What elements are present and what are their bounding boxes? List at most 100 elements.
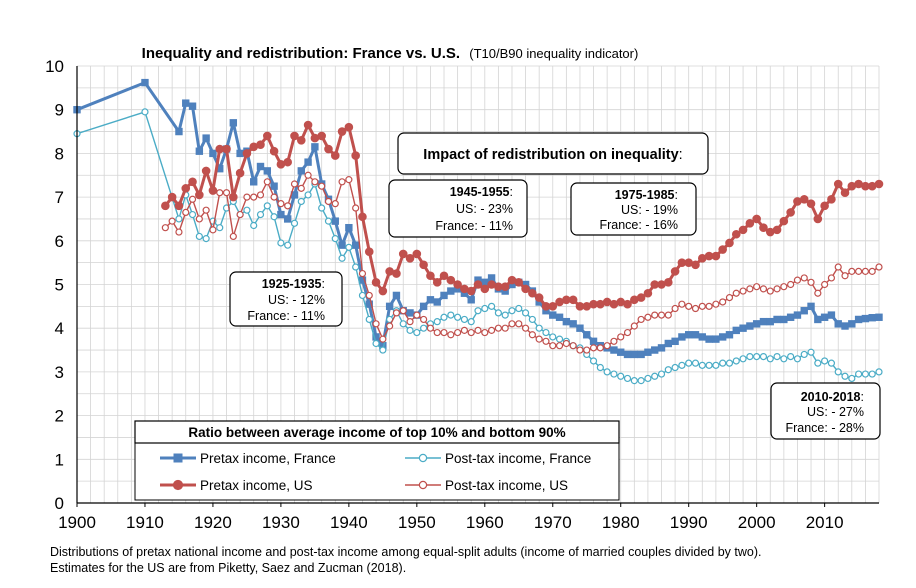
data-point bbox=[705, 302, 713, 310]
data-point bbox=[671, 337, 679, 346]
y-tick-label: 6 bbox=[55, 232, 64, 251]
data-point bbox=[712, 361, 720, 369]
data-point bbox=[799, 194, 809, 204]
data-point bbox=[379, 346, 387, 354]
data-point bbox=[318, 204, 326, 212]
data-point bbox=[398, 249, 408, 259]
data-point bbox=[175, 215, 183, 223]
x-tick-label: 1920 bbox=[194, 513, 232, 532]
data-point bbox=[344, 122, 354, 132]
data-point bbox=[263, 178, 271, 186]
data-point bbox=[141, 78, 149, 87]
data-point bbox=[521, 284, 530, 294]
data-point bbox=[297, 197, 305, 206]
data-point bbox=[569, 320, 577, 328]
data-point bbox=[412, 249, 422, 259]
data-point bbox=[229, 192, 238, 202]
data-point bbox=[364, 247, 374, 257]
data-point bbox=[868, 314, 876, 322]
data-point bbox=[263, 131, 272, 141]
data-point bbox=[216, 189, 224, 197]
data-point bbox=[807, 348, 815, 356]
data-point bbox=[752, 214, 761, 224]
data-point bbox=[603, 342, 611, 350]
data-point bbox=[644, 313, 652, 321]
data-point bbox=[542, 337, 550, 345]
period-label: 1945-1955 bbox=[450, 185, 510, 199]
data-point bbox=[501, 324, 509, 332]
data-point bbox=[589, 344, 598, 352]
data-point bbox=[182, 208, 190, 216]
data-point bbox=[303, 120, 313, 130]
data-point bbox=[432, 278, 442, 287]
france-change: France: - 16% bbox=[599, 218, 678, 232]
data-point bbox=[263, 167, 272, 175]
data-point bbox=[466, 286, 476, 296]
data-point bbox=[528, 315, 536, 324]
data-point bbox=[277, 210, 285, 219]
x-tick-label: 1930 bbox=[262, 513, 300, 532]
data-point bbox=[583, 331, 591, 339]
data-point bbox=[875, 368, 883, 376]
legend-header: Ratio between average income of top 10% … bbox=[188, 425, 565, 440]
data-point bbox=[732, 357, 740, 365]
data-point bbox=[623, 299, 632, 309]
data-point bbox=[685, 302, 693, 310]
data-point bbox=[664, 278, 673, 287]
data-point bbox=[481, 328, 489, 337]
data-point bbox=[651, 346, 659, 354]
data-point bbox=[814, 289, 822, 297]
data-point bbox=[671, 363, 679, 372]
data-point bbox=[854, 315, 863, 324]
data-point bbox=[433, 298, 441, 306]
data-point bbox=[324, 144, 333, 154]
data-point bbox=[311, 178, 319, 186]
impact-box-colon: : bbox=[679, 147, 683, 163]
data-point bbox=[617, 333, 625, 341]
data-point bbox=[644, 374, 652, 383]
data-point bbox=[562, 317, 571, 326]
data-point bbox=[290, 131, 299, 141]
y-tick-label: 7 bbox=[55, 188, 64, 207]
annotation-1925-1935: 1925-1935: US: - 12% France: - 11% bbox=[229, 271, 343, 327]
data-point bbox=[671, 304, 679, 313]
data-point bbox=[664, 366, 672, 374]
data-point bbox=[175, 127, 183, 136]
chart-subtitle: (T10/B90 inequality indicator) bbox=[469, 46, 638, 61]
data-point bbox=[250, 221, 258, 230]
data-point bbox=[678, 300, 686, 308]
data-point bbox=[644, 348, 652, 356]
data-point bbox=[793, 355, 802, 363]
data-point bbox=[201, 166, 211, 176]
data-point bbox=[745, 219, 755, 228]
data-point bbox=[549, 342, 557, 350]
data-point bbox=[270, 193, 278, 201]
data-point bbox=[834, 320, 842, 328]
y-tick-label: 4 bbox=[55, 319, 64, 338]
data-point bbox=[868, 267, 876, 275]
data-point bbox=[753, 283, 761, 291]
x-tick-label: 1940 bbox=[330, 513, 368, 532]
data-point bbox=[270, 182, 278, 190]
data-point bbox=[637, 377, 645, 385]
data-point bbox=[617, 372, 625, 380]
y-tick-label: 1 bbox=[55, 450, 64, 469]
legend: Ratio between average income of top 10% … bbox=[134, 420, 620, 501]
data-point bbox=[617, 348, 625, 356]
data-point bbox=[487, 326, 496, 334]
data-point bbox=[420, 315, 428, 324]
svg-text:Impact of redistribution on in: Impact of redistribution on inequality: bbox=[423, 147, 682, 163]
data-point bbox=[337, 127, 347, 136]
data-point bbox=[719, 298, 727, 306]
y-tick-label: 3 bbox=[55, 363, 64, 382]
data-point bbox=[534, 293, 544, 302]
data-point bbox=[399, 320, 407, 328]
data-point bbox=[528, 288, 537, 298]
data-point bbox=[773, 315, 781, 324]
data-point bbox=[800, 350, 808, 359]
period-colon: : bbox=[510, 185, 513, 199]
data-point bbox=[684, 331, 693, 339]
data-point bbox=[256, 191, 265, 199]
data-point bbox=[521, 309, 530, 317]
data-point bbox=[304, 158, 312, 166]
